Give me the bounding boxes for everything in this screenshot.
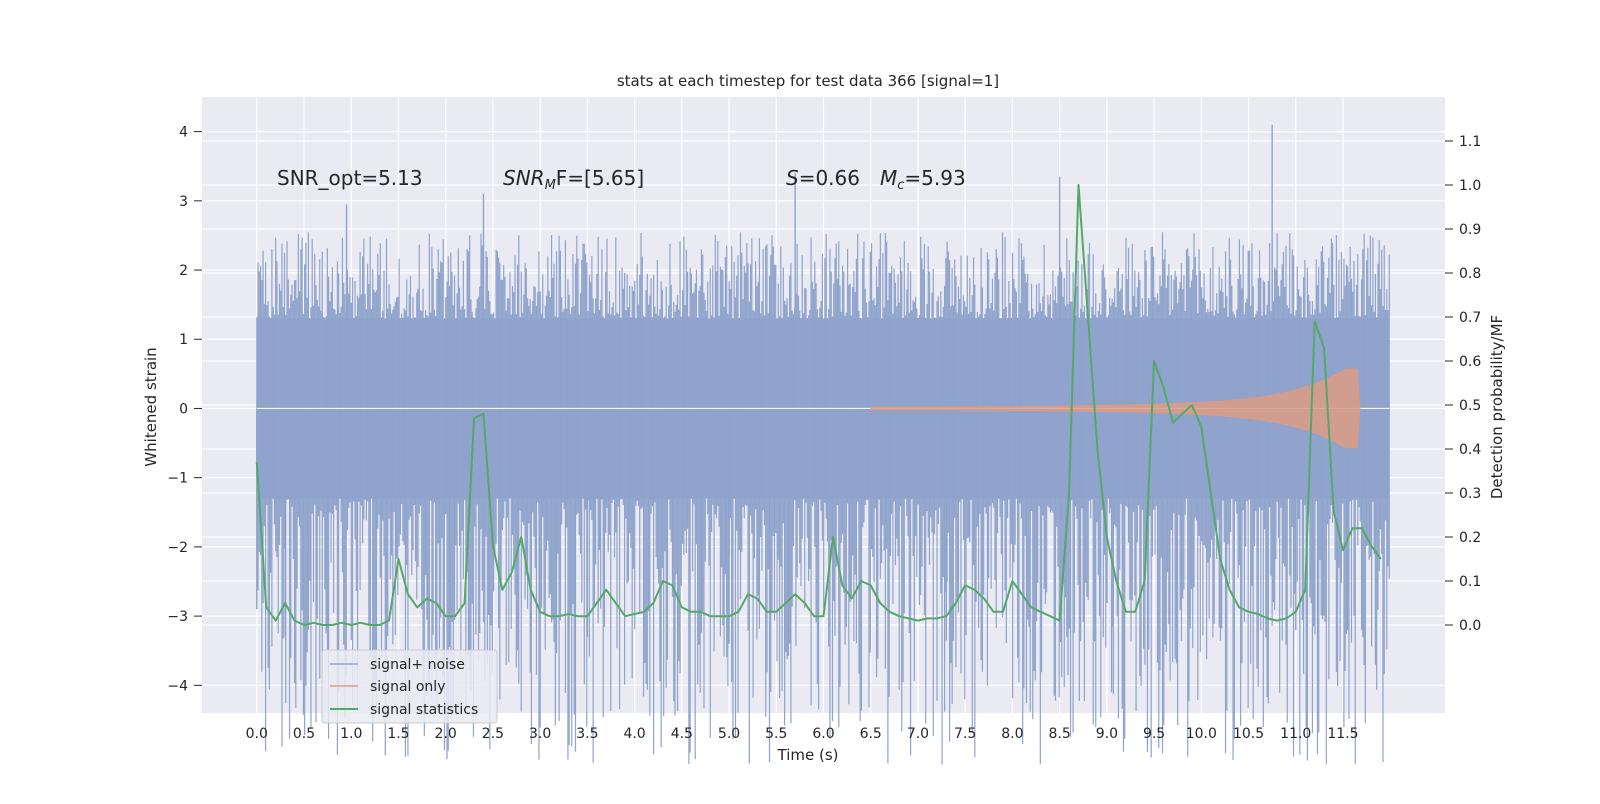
y-tick-label-right: 1.0 xyxy=(1459,178,1481,194)
y-tick-label-left: −3 xyxy=(167,609,188,625)
legend: signal+ noise signal only signal statist… xyxy=(321,649,498,724)
annotation-s: S=0.66 xyxy=(786,166,860,190)
left-axis-label: Whitened strain xyxy=(142,347,160,466)
x-tick-label: 3.5 xyxy=(576,726,598,742)
y-tick-label-right: 0.9 xyxy=(1459,222,1481,238)
legend-label-signal-statistics: signal statistics xyxy=(370,702,478,718)
y-tick-label-right: 0.2 xyxy=(1459,530,1481,546)
annotation-s-value: =0.66 xyxy=(799,166,860,190)
x-axis-label: Time (s) xyxy=(777,746,839,764)
legend-label-signal-only: signal only xyxy=(370,679,445,695)
x-tick-label: 8.0 xyxy=(1001,726,1023,742)
annotation-snr-mf-sub: M xyxy=(545,178,556,193)
annotation-mc-sub: c xyxy=(897,178,904,193)
y-tick-label-right: 0.7 xyxy=(1459,310,1481,326)
legend-label-signal-noise: signal+ noise xyxy=(370,657,465,673)
x-tick-label: 6.0 xyxy=(812,726,834,742)
signal-statistics-layer xyxy=(255,184,1382,626)
x-tick-label: 7.0 xyxy=(907,726,929,742)
annotation-mc-value: =5.93 xyxy=(904,166,965,190)
chart-title: stats at each timestep for test data 366… xyxy=(617,72,999,90)
x-tick-label: 2.0 xyxy=(435,726,457,742)
x-tick-label: 11.0 xyxy=(1280,726,1311,742)
y-tick-label-left: 4 xyxy=(179,125,188,141)
y-tick-label-right: 0.5 xyxy=(1459,398,1481,414)
x-tick-label: 7.5 xyxy=(954,726,976,742)
y-tick-label-right: 0.3 xyxy=(1459,486,1481,502)
legend-box xyxy=(321,649,498,724)
annotation-snr-mf-rest: F=[5.65] xyxy=(556,166,644,190)
x-tick-label: 9.0 xyxy=(1096,726,1118,742)
annotation-snr-opt: SNR_opt=5.13 xyxy=(277,166,423,190)
y-tick-label-left: −4 xyxy=(167,678,188,694)
y-tick-label-right: 1.1 xyxy=(1459,134,1481,150)
y-tick-label-left: 0 xyxy=(179,401,188,417)
x-tick-label: 0.0 xyxy=(246,726,268,742)
x-tick-label: 5.5 xyxy=(765,726,787,742)
y-tick-label-right: 0.4 xyxy=(1459,442,1481,458)
signal-statistics-line xyxy=(255,184,1382,626)
annotation-snr-mf-name: SNR xyxy=(503,166,545,190)
annotation-s-name: S xyxy=(786,166,799,190)
x-tick-label: 1.5 xyxy=(387,726,409,742)
y-tick-label-right: 0.1 xyxy=(1459,574,1481,590)
x-tick-label: 4.5 xyxy=(671,726,693,742)
x-tick-label: 6.5 xyxy=(860,726,882,742)
y-tick-label-right: 0.8 xyxy=(1459,266,1481,282)
y-tick-label-left: −1 xyxy=(167,471,188,487)
x-tick-label: 11.5 xyxy=(1327,726,1358,742)
y-tick-label-left: −2 xyxy=(167,540,188,556)
x-tick-label: 10.5 xyxy=(1233,726,1264,742)
annotation-mc-name: M xyxy=(880,166,897,190)
axes-layer: 0.0 0.5 1.0 1.5 2.0 2.5 3.0 3.5 4.0 4.5 5.0 5.5 6.0 6… xyxy=(167,125,1481,742)
y-tick-label-left: 3 xyxy=(179,194,188,210)
y-tick-label-left: 1 xyxy=(179,332,188,348)
x-tick-label: 0.5 xyxy=(293,726,315,742)
x-tick-label: 4.0 xyxy=(623,726,645,742)
right-axis-label: Detection probability/MF xyxy=(1488,315,1506,499)
x-tick-label: 10.0 xyxy=(1186,726,1217,742)
x-tick-label: 9.5 xyxy=(1143,726,1165,742)
x-tick-label: 2.5 xyxy=(482,726,504,742)
x-tick-label: 5.0 xyxy=(718,726,740,742)
annotation-snr-mf: SNRMF=[5.65] xyxy=(503,166,644,193)
x-tick-label: 8.5 xyxy=(1048,726,1070,742)
signal-only-chirp xyxy=(870,368,1361,449)
x-tick-label: 1.0 xyxy=(340,726,362,742)
x-tick-label: 3.0 xyxy=(529,726,551,742)
signal-only-layer xyxy=(870,368,1361,449)
y-tick-label-left: 2 xyxy=(179,263,188,279)
y-tick-label-right: 0.0 xyxy=(1459,618,1481,634)
y-tick-label-right: 0.6 xyxy=(1459,354,1481,370)
annotation-mc: Mc=5.93 xyxy=(880,166,966,193)
